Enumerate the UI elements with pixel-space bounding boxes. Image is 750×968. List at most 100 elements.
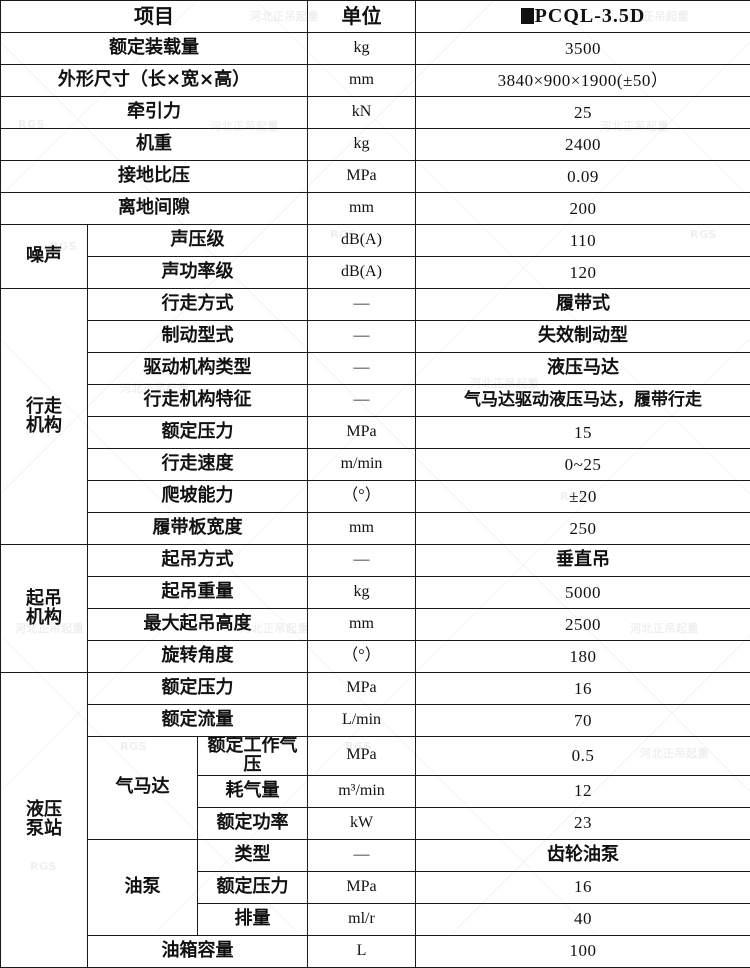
table-row: 液压泵站 额定压力 MPa 16 xyxy=(1,673,750,705)
row-item: 起吊重量 xyxy=(88,577,308,609)
table-row: 机重 kg 2400 xyxy=(1,129,750,161)
row-unit: （°） xyxy=(308,641,416,673)
group-label-hydraulic-station: 液压泵站 xyxy=(1,673,88,968)
group-label-hydraulic-line1: 液压 xyxy=(26,799,62,820)
row-item: 声压级 xyxy=(88,225,308,257)
row-value: 履带式 xyxy=(416,289,750,321)
row-item: 额定功率 xyxy=(198,807,308,839)
row-unit: — xyxy=(308,353,416,385)
row-value: 3500 xyxy=(416,33,750,65)
table-row: 外形尺寸（长×宽×高） mm 3840×900×1900(±50） xyxy=(1,65,750,97)
row-item: 油箱容量 xyxy=(88,935,308,967)
row-unit: MPa xyxy=(308,161,416,193)
row-value: ±20 xyxy=(416,481,750,513)
row-unit: kg xyxy=(308,129,416,161)
group-label-hydraulic-line2: 泵站 xyxy=(26,818,62,839)
row-unit: kg xyxy=(308,577,416,609)
row-value: 0.09 xyxy=(416,161,750,193)
row-value: 12 xyxy=(416,775,750,807)
row-unit: MPa xyxy=(308,871,416,903)
tofu-block-icon xyxy=(521,8,534,24)
row-item: 额定压力 xyxy=(88,417,308,449)
table-row: 起吊重量 kg 5000 xyxy=(1,577,750,609)
row-unit: — xyxy=(308,545,416,577)
row-value: 失效制动型 xyxy=(416,321,750,353)
row-value: 23 xyxy=(416,807,750,839)
row-value: 0.5 xyxy=(416,737,750,776)
row-item: 机重 xyxy=(1,129,308,161)
row-value: 200 xyxy=(416,193,750,225)
row-unit: MPa xyxy=(308,673,416,705)
row-item: 额定工作气压 xyxy=(198,737,308,776)
header-unit: 单位 xyxy=(308,1,416,33)
row-value: 100 xyxy=(416,935,750,967)
group-label-hoist-mechanism: 起吊机构 xyxy=(1,545,88,673)
row-unit: ml/r xyxy=(308,903,416,935)
row-item: 排量 xyxy=(198,903,308,935)
table-row: 额定压力 MPa 15 xyxy=(1,417,750,449)
row-unit: dB(A) xyxy=(308,225,416,257)
group-label-travel-line2: 机构 xyxy=(26,415,62,436)
row-unit: kg xyxy=(308,33,416,65)
group-label-travel-line1: 行走 xyxy=(26,396,62,417)
row-unit: MPa xyxy=(308,417,416,449)
subgroup-label-oil-pump: 油泵 xyxy=(88,839,198,935)
header-model: PCQL-3.5D xyxy=(416,1,750,33)
row-value: 垂直吊 xyxy=(416,545,750,577)
row-unit: mm xyxy=(308,513,416,545)
row-unit: （°） xyxy=(308,481,416,513)
table-row: 起吊机构 起吊方式 — 垂直吊 xyxy=(1,545,750,577)
table-row: 额定流量 L/min 70 xyxy=(1,705,750,737)
row-unit: L/min xyxy=(308,705,416,737)
row-value: 气马达驱动液压马达，履带行走 xyxy=(416,385,750,417)
table-row: 制动型式 — 失效制动型 xyxy=(1,321,750,353)
group-label-travel-mechanism: 行走机构 xyxy=(1,289,88,545)
table-header-row: 项目 单位 PCQL-3.5D xyxy=(1,1,750,33)
table-row: 油泵 类型 — 齿轮油泵 xyxy=(1,839,750,871)
table-row: 声功率级 dB(A) 120 xyxy=(1,257,750,289)
table-row: 额定装载量 kg 3500 xyxy=(1,33,750,65)
table-row: 离地间隙 mm 200 xyxy=(1,193,750,225)
row-item: 履带板宽度 xyxy=(88,513,308,545)
row-item: 制动型式 xyxy=(88,321,308,353)
row-unit: m/min xyxy=(308,449,416,481)
row-unit: kN xyxy=(308,97,416,129)
table-row: 噪声 声压级 dB(A) 110 xyxy=(1,225,750,257)
row-unit: mm xyxy=(308,193,416,225)
table-row: 气马达 额定工作气压 MPa 0.5 xyxy=(1,737,750,776)
row-value: 40 xyxy=(416,903,750,935)
row-value: 250 xyxy=(416,513,750,545)
row-item: 牵引力 xyxy=(1,97,308,129)
row-unit: kW xyxy=(308,807,416,839)
row-item: 接地比压 xyxy=(1,161,308,193)
row-item: 驱动机构类型 xyxy=(88,353,308,385)
row-item: 起吊方式 xyxy=(88,545,308,577)
table-row: 履带板宽度 mm 250 xyxy=(1,513,750,545)
row-item: 额定压力 xyxy=(198,871,308,903)
row-value: 25 xyxy=(416,97,750,129)
table-row: 爬坡能力 （°） ±20 xyxy=(1,481,750,513)
row-item: 耗气量 xyxy=(198,775,308,807)
header-item: 项目 xyxy=(1,1,308,33)
row-item: 行走方式 xyxy=(88,289,308,321)
table-row: 最大起吊高度 mm 2500 xyxy=(1,609,750,641)
row-unit: L xyxy=(308,935,416,967)
group-label-hoist-line1: 起吊 xyxy=(26,588,62,609)
subgroup-label-air-motor: 气马达 xyxy=(88,737,198,840)
row-value: 110 xyxy=(416,225,750,257)
row-value: 15 xyxy=(416,417,750,449)
row-value: 70 xyxy=(416,705,750,737)
row-value: 0~25 xyxy=(416,449,750,481)
row-item: 旋转角度 xyxy=(88,641,308,673)
row-item: 行走机构特征 xyxy=(88,385,308,417)
row-unit: dB(A) xyxy=(308,257,416,289)
row-unit: — xyxy=(308,289,416,321)
table-row: 行走速度 m/min 0~25 xyxy=(1,449,750,481)
row-value: 齿轮油泵 xyxy=(416,839,750,871)
row-value: 120 xyxy=(416,257,750,289)
header-model-text: PCQL-3.5D xyxy=(535,5,646,27)
row-unit: — xyxy=(308,839,416,871)
table-row: 旋转角度 （°） 180 xyxy=(1,641,750,673)
row-value: 16 xyxy=(416,871,750,903)
